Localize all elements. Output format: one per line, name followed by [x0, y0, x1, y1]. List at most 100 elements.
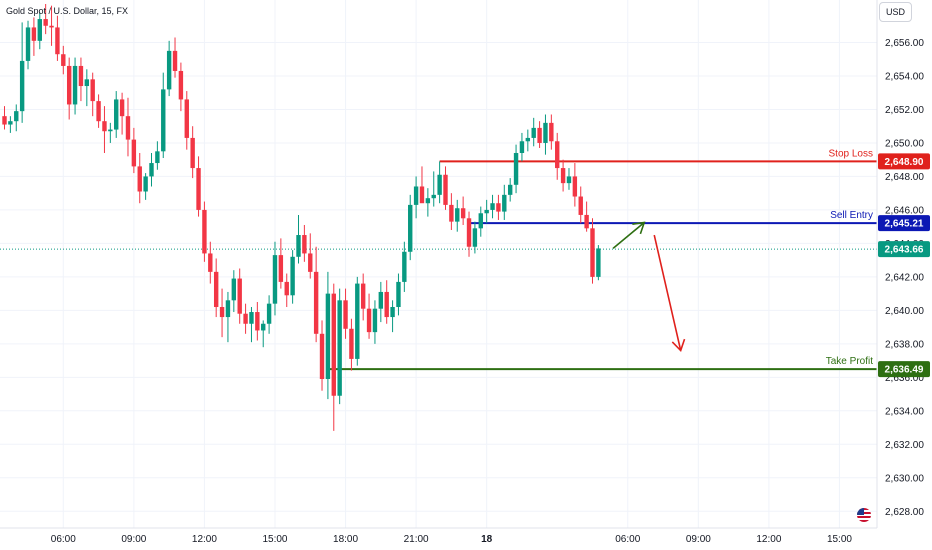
candle-up [455, 199, 460, 232]
candle-body [572, 176, 578, 197]
level-price-tag [878, 215, 930, 232]
candle-body [525, 137, 531, 142]
candle-body [131, 139, 137, 167]
candle-down [66, 57, 72, 120]
projection-arrows [612, 221, 686, 353]
candle-down [590, 218, 595, 284]
currency-button[interactable]: USD [879, 2, 912, 22]
arrow-head [671, 338, 686, 353]
candle-body [349, 328, 354, 359]
candle-body [161, 89, 166, 152]
candle-body [249, 312, 254, 324]
candle-down [460, 196, 466, 225]
candle-body [143, 176, 148, 192]
candle-body [437, 174, 442, 195]
candle-up [472, 221, 478, 254]
candle-up [478, 206, 483, 237]
candle-body [490, 203, 495, 210]
candle-up [231, 270, 237, 313]
last-price-tag [878, 241, 930, 258]
candle-body [537, 127, 542, 143]
candle-down [43, 4, 48, 35]
arrow-shaft [653, 234, 682, 351]
candle-down [178, 62, 184, 112]
candle-body [272, 255, 278, 304]
x-tick-label: 09:00 [121, 534, 146, 545]
candle-body [261, 323, 266, 331]
y-tick-label: 2,656.00 [885, 38, 924, 49]
candle-body [402, 251, 407, 282]
candle-up [166, 40, 172, 97]
candle-up [37, 12, 42, 50]
y-tick-label: 2,638.00 [885, 339, 924, 350]
y-tick-label: 2,628.00 [885, 507, 924, 518]
level-label: Stop Loss [829, 148, 873, 159]
candle-body [466, 218, 472, 247]
candle-up [296, 214, 301, 264]
candle-body [331, 293, 336, 396]
candle-down [196, 156, 201, 217]
candle-body [119, 99, 125, 117]
candle-down [172, 37, 178, 78]
candle-down [384, 280, 389, 324]
candle-body [14, 111, 19, 122]
candle-up [325, 271, 331, 400]
candle-up [566, 168, 572, 190]
level-label: Sell Entry [830, 210, 873, 221]
candle-up [355, 276, 360, 366]
last-price-tag-text: 2,643.66 [885, 245, 924, 256]
candle-body [366, 308, 372, 333]
candle-down [90, 72, 95, 117]
candle-down [584, 201, 589, 232]
candle-up [531, 117, 536, 147]
candle-up [513, 144, 519, 194]
price-axis[interactable]: 2,628.00 2,630.00 2,632.00 2,634.00 2,636.00… [885, 38, 924, 518]
candle-body [255, 312, 260, 331]
candle-body [284, 281, 289, 296]
y-tick-label: 2,654.00 [885, 71, 924, 82]
arrow-head [632, 221, 646, 235]
candle-body [84, 79, 90, 87]
candle-body [378, 291, 384, 309]
candle-up [502, 184, 507, 220]
candle-body [178, 70, 184, 100]
y-tick-label: 2,646.00 [885, 205, 924, 216]
candle-up [272, 241, 278, 316]
candle-body [90, 79, 95, 102]
candle-down [131, 127, 137, 174]
time-axis[interactable]: 06:00 09:00 12:00 15:00 18:00 21:00 18 06:00 09:… [51, 534, 853, 545]
candle-body [549, 122, 554, 142]
level-price-tag-text: 2,648.90 [885, 157, 924, 168]
candle-up [425, 188, 431, 217]
candle-down [313, 246, 319, 343]
candle-body [360, 283, 366, 309]
grid-lines [0, 0, 877, 528]
candle-body [266, 303, 272, 324]
candle-down [190, 126, 195, 179]
candle-body [578, 196, 583, 215]
y-tick-label: 2,648.00 [885, 172, 924, 183]
candle-up [225, 291, 231, 343]
y-tick-label: 2,636.00 [885, 373, 924, 384]
candle-down [331, 283, 336, 431]
candle-down [49, 5, 54, 46]
candle-down [360, 273, 366, 321]
candle-up [431, 171, 436, 207]
candle-body [166, 50, 172, 90]
candle-down [208, 241, 213, 284]
candle-body [443, 174, 448, 205]
candle-body [566, 176, 572, 184]
candle-body [102, 121, 107, 132]
candle-down [343, 288, 348, 339]
candle-up [84, 69, 90, 107]
candle-down [308, 233, 313, 279]
candle-up [161, 72, 166, 159]
candle-down [125, 97, 131, 157]
candle-up [402, 241, 407, 292]
candle-down [549, 114, 554, 150]
symbol-title[interactable]: Gold Spot / U.S. Dollar, 15, FX [6, 6, 129, 16]
candle-down [78, 57, 84, 102]
candle-down [237, 268, 242, 324]
candle-down [572, 163, 578, 207]
